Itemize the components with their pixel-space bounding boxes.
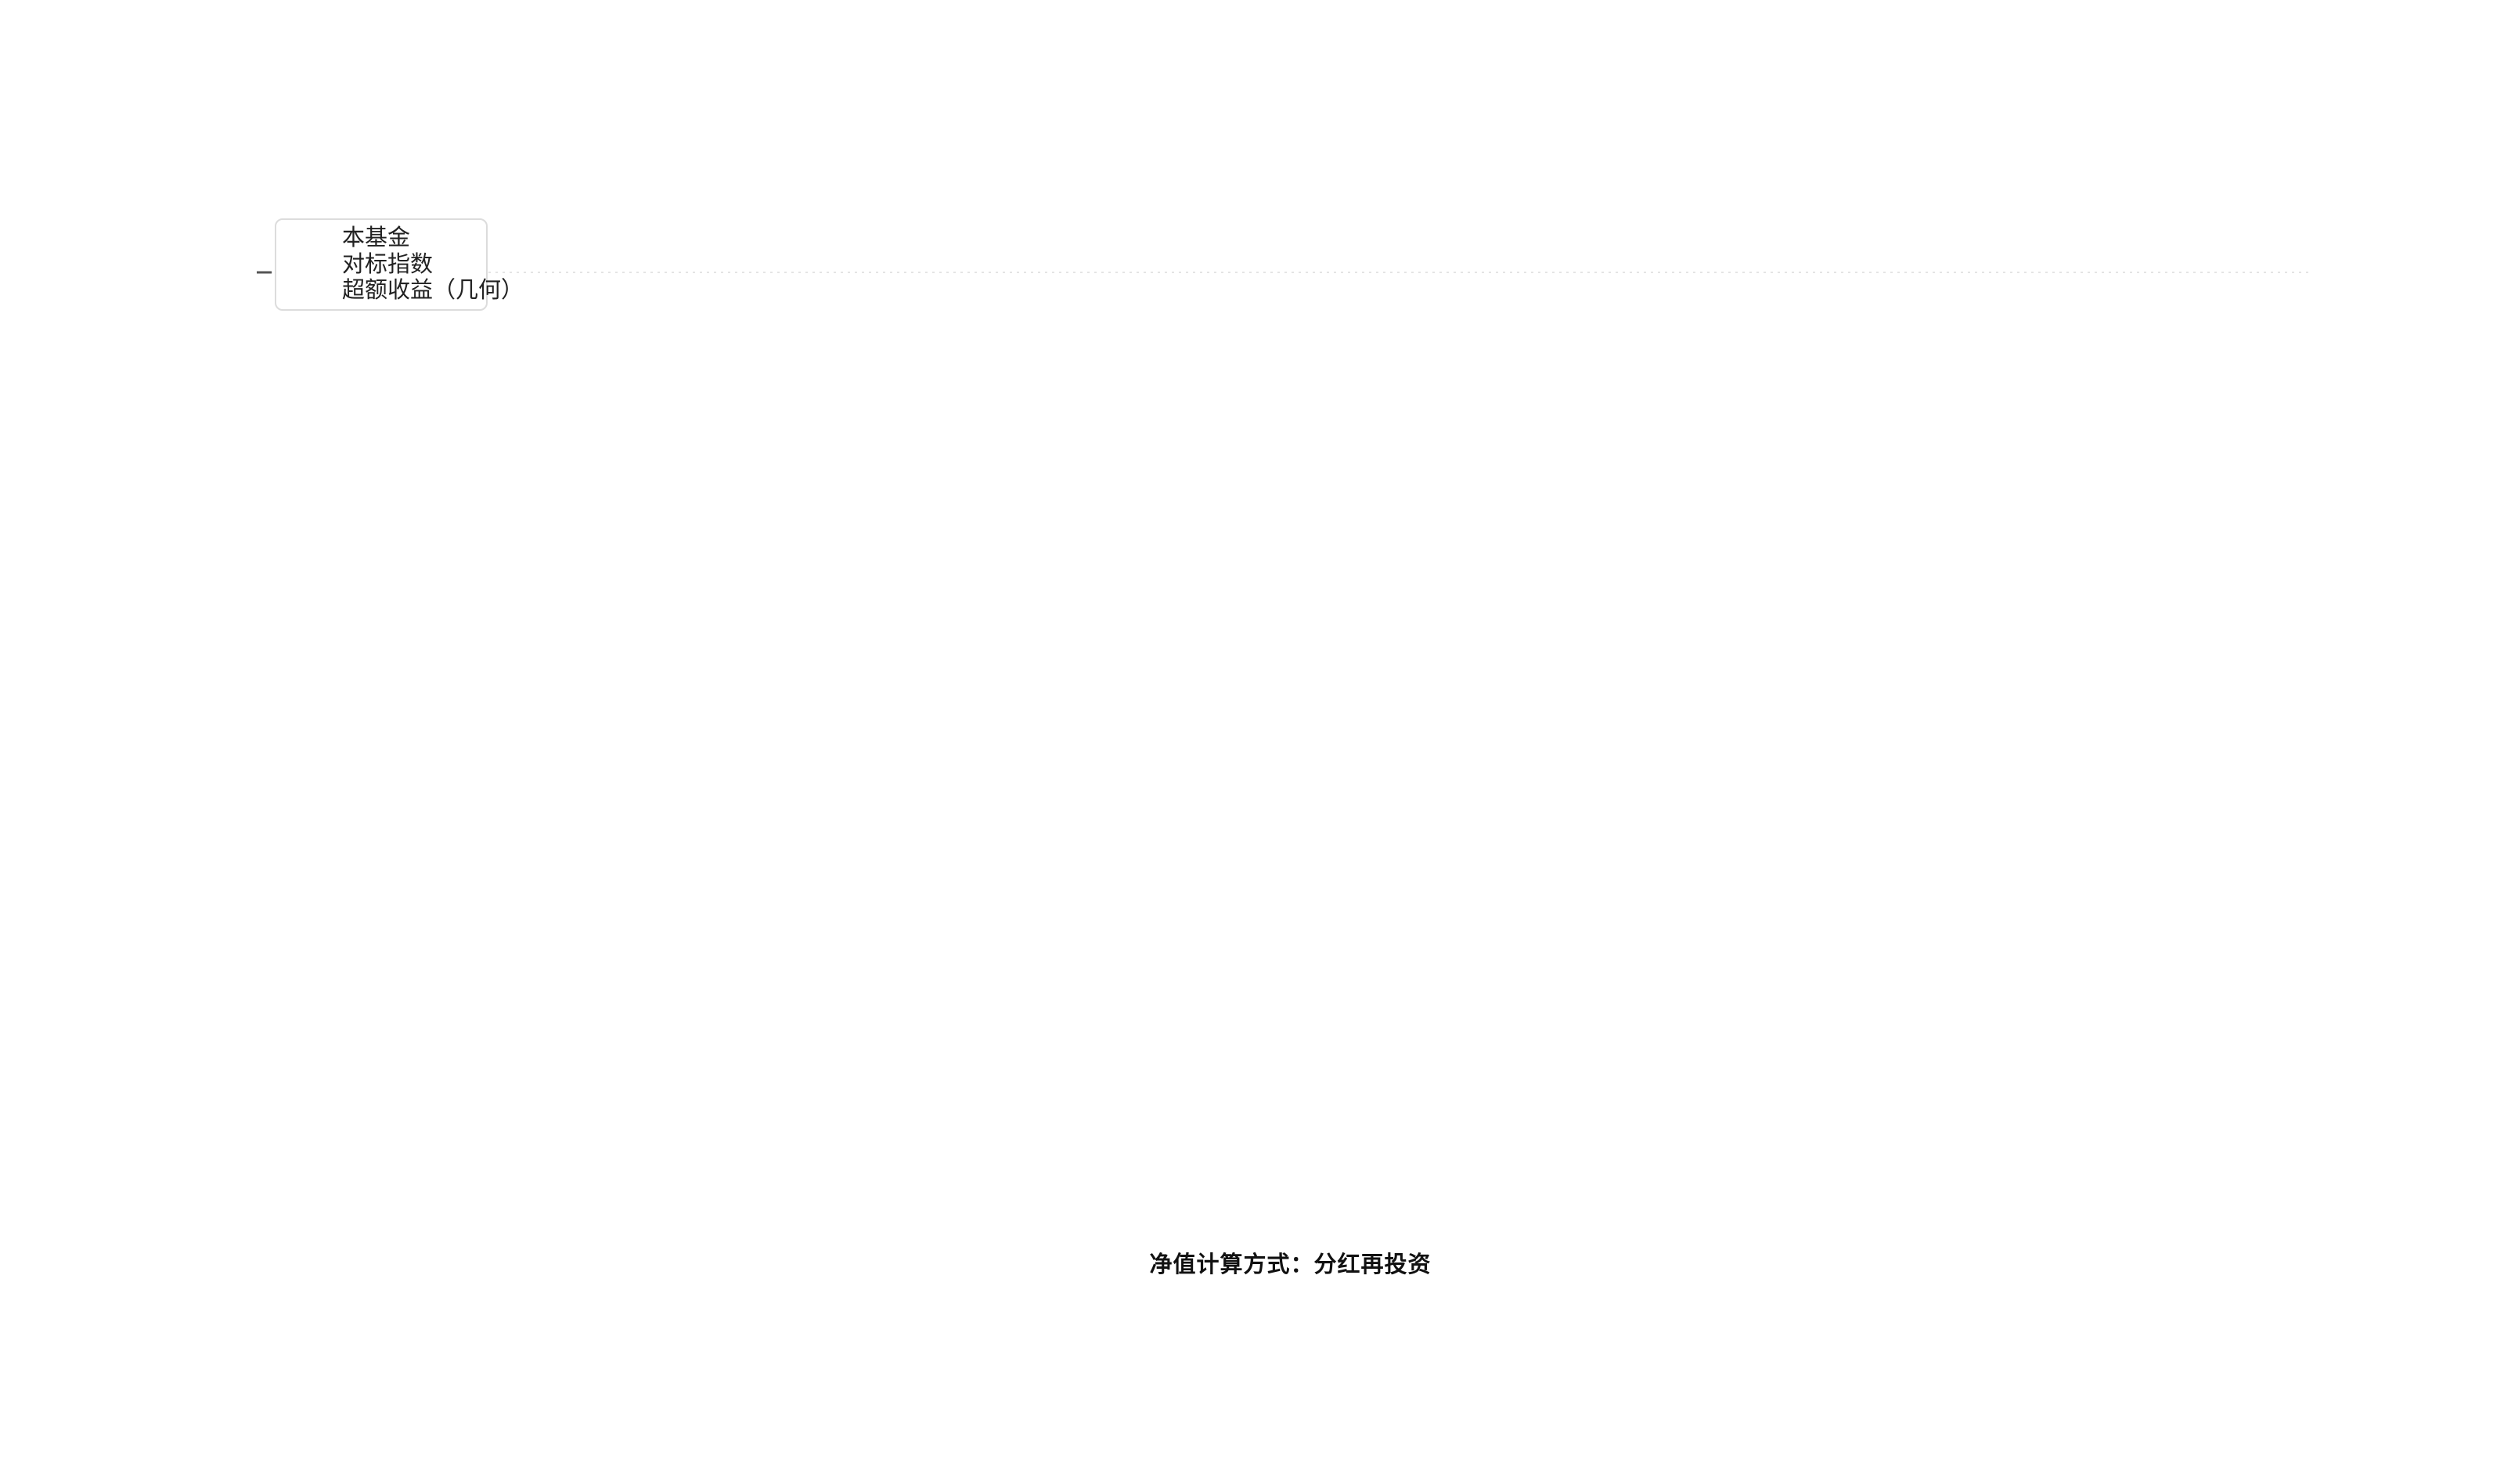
fund-line-swatch-icon: [292, 236, 328, 240]
legend-label-fund: 本基金: [342, 225, 411, 250]
nav-method-note: 净值计算方式：分红再投资: [1149, 1252, 1432, 1277]
legend-item-excess[interactable]: 超额收益（几何）: [276, 279, 524, 302]
chart-legend: 本基金 对标指数 超额收益（几何）: [275, 218, 524, 311]
benchmark-line-swatch-icon: [292, 262, 328, 267]
legend-item-fund[interactable]: 本基金: [276, 225, 486, 250]
legend-label-benchmark: 对标指数: [342, 251, 434, 277]
legend-label-excess: 超额收益（几何）: [342, 278, 524, 304]
legend-item-benchmark[interactable]: 对标指数: [276, 251, 486, 277]
excess-line-swatch-icon: [292, 289, 328, 294]
